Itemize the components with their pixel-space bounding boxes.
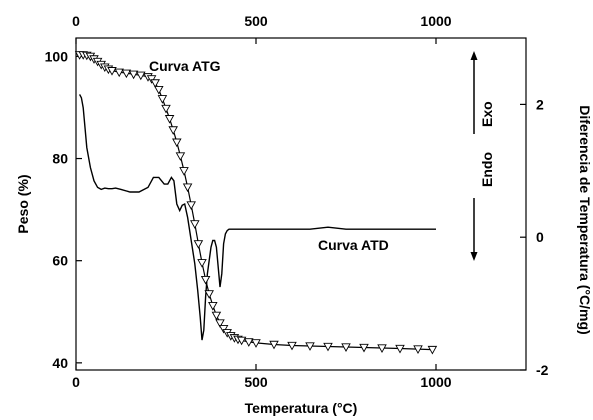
endo-label: Endo xyxy=(479,152,495,187)
x-axis-title: Temperatura (°C) xyxy=(245,400,358,416)
left-y-tick-label: 80 xyxy=(52,151,68,167)
x-tick-label-bottom: 1000 xyxy=(420,374,451,390)
atg-point xyxy=(154,85,164,95)
atg-point xyxy=(427,345,438,355)
exo-endo-indicator: Exo Endo xyxy=(470,51,495,261)
atg-point xyxy=(305,342,315,351)
atg-point xyxy=(146,75,157,84)
atg-point xyxy=(359,343,369,353)
atg-point xyxy=(179,167,189,176)
exo-arrowhead xyxy=(470,51,478,60)
left-y-tick-label: 40 xyxy=(52,355,68,371)
atg-point xyxy=(395,344,405,354)
x-tick-label-top: 500 xyxy=(244,13,268,29)
atg-point xyxy=(150,79,160,88)
atg-point xyxy=(244,338,254,347)
atg-series-layer xyxy=(74,51,438,355)
atg-point xyxy=(211,311,222,321)
left-y-tick-label: 60 xyxy=(52,253,68,269)
right-y-tick-label: 0 xyxy=(536,229,544,245)
atg-point xyxy=(107,67,117,76)
exo-label: Exo xyxy=(479,101,495,127)
atg-point xyxy=(269,340,279,350)
atg-curve-label: Curva ATG xyxy=(149,58,221,74)
atg-point xyxy=(168,126,178,135)
atg-point xyxy=(251,339,261,348)
atg-point xyxy=(218,324,229,334)
atg-point xyxy=(413,345,423,354)
right-y-tick-label: 2 xyxy=(536,96,544,112)
x-tick-label-bottom: 0 xyxy=(72,374,80,390)
atg-point xyxy=(287,341,297,351)
atg-point xyxy=(190,220,200,229)
atg-point xyxy=(157,95,168,104)
atg-point xyxy=(128,70,139,80)
atg-point xyxy=(164,115,175,124)
atg-point xyxy=(208,301,218,311)
atd-series-line xyxy=(78,94,436,341)
atg-point xyxy=(136,71,146,81)
atg-point xyxy=(193,240,204,249)
atg-point xyxy=(200,275,211,285)
atg-point xyxy=(204,290,214,299)
atg-point xyxy=(186,201,196,210)
atg-point xyxy=(175,152,186,161)
atg-point xyxy=(161,104,171,114)
right-y-tick-label: -2 xyxy=(536,362,549,378)
atg-point xyxy=(341,343,351,352)
left-axis-title: Peso (%) xyxy=(15,174,31,233)
atg-point xyxy=(121,69,132,79)
atg-point xyxy=(323,342,333,352)
atd-curve-label: Curva ATD xyxy=(318,237,389,253)
x-tick-label-bottom: 500 xyxy=(244,374,268,390)
plot-frame xyxy=(75,37,527,371)
atg-point xyxy=(236,336,247,346)
atg-point xyxy=(215,319,225,328)
atg-point xyxy=(182,183,193,193)
atg-series-line xyxy=(79,54,433,351)
atg-point xyxy=(114,68,124,78)
left-y-tick-label: 100 xyxy=(45,48,69,64)
right-axis-title: Diferencia de Temperatura (°C/mg) xyxy=(577,105,593,334)
axis-ticks: 0 0 500 500 1000 1000 40 60 80 100 -2 0 2 xyxy=(45,13,549,390)
atd-series-layer xyxy=(78,94,436,341)
endo-arrowhead xyxy=(470,252,478,261)
x-tick-label-top: 1000 xyxy=(420,13,451,29)
atg-point xyxy=(197,259,207,268)
atg-point xyxy=(172,138,182,148)
atg-point xyxy=(377,344,387,353)
x-tick-label-top: 0 xyxy=(72,13,80,29)
